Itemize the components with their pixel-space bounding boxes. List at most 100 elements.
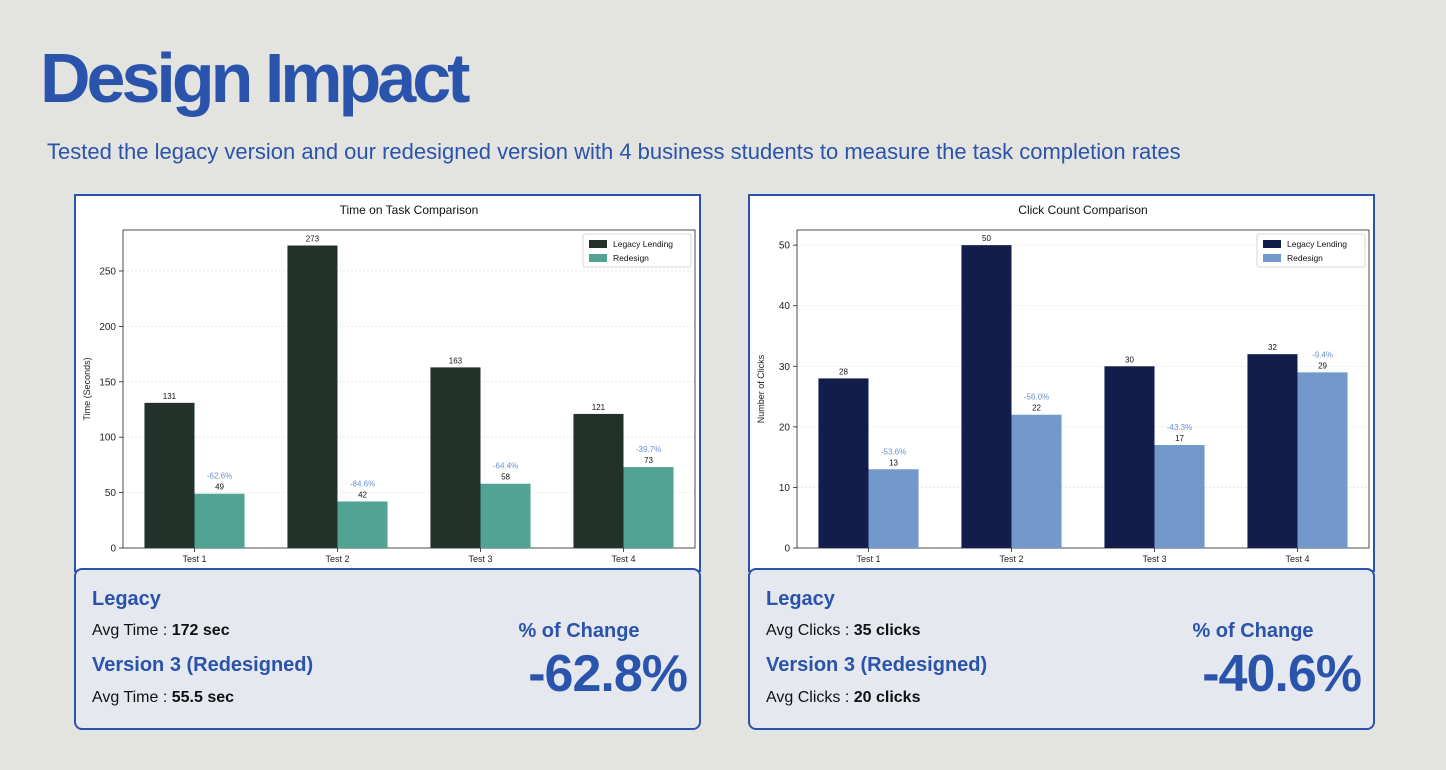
redesign-avg-line: Avg Clicks : 20 clicks — [766, 689, 920, 707]
bar-redesign — [480, 483, 531, 548]
bar-redesign — [1011, 414, 1062, 548]
time-on-task-panel: Time on Task Comparison 0 50 100 150 200 250 13… — [74, 194, 701, 730]
y-tick-label: 50 — [779, 241, 791, 252]
bar-value-label: 30 — [1125, 355, 1134, 364]
legend-box — [1256, 233, 1366, 268]
bar-redesign — [194, 493, 245, 548]
page-title: Design Impact — [40, 39, 470, 117]
bar-redesign — [868, 469, 919, 548]
bar-value-label: 17 — [1175, 434, 1184, 443]
bar-legacy — [430, 367, 481, 548]
x-tick-label: Test 2 — [325, 554, 349, 564]
click-stats-card: Legacy Avg Clicks : 35 clicks Version 3 … — [748, 568, 1375, 730]
bar-value-label: 22 — [1032, 404, 1041, 413]
change-label: % of Change — [518, 620, 640, 642]
change-percent-label: -43.3% — [1167, 423, 1192, 432]
bar-redesign — [1297, 372, 1348, 548]
x-tick-label: Test 1 — [856, 554, 880, 564]
legacy-avg-line: Avg Clicks : 35 clicks — [766, 622, 920, 640]
bar-value-label: 13 — [889, 458, 898, 467]
bar-value-label: 273 — [306, 235, 320, 244]
time-stats-card: Legacy Avg Time : 172 sec Version 3 (Red… — [74, 568, 701, 730]
chart-title: Time on Task Comparison — [340, 203, 479, 217]
legend-label: Legacy Lending — [613, 239, 673, 249]
bar-legacy — [573, 413, 624, 548]
x-tick-label: Test 3 — [1142, 554, 1166, 564]
chart-title: Click Count Comparison — [1018, 203, 1147, 217]
change-label: % of Change — [1192, 620, 1314, 642]
click-count-panel: Click Count Comparison 0 10 20 30 40 50 28 13 -53… — [748, 194, 1375, 730]
y-tick-label: 250 — [99, 266, 116, 277]
x-tick-label: Test 2 — [999, 554, 1023, 564]
legend-swatch — [1263, 240, 1281, 248]
legend-swatch — [1263, 254, 1281, 262]
bar-value-label: 42 — [358, 490, 367, 499]
y-tick-label: 0 — [110, 544, 116, 555]
y-tick-label: 150 — [99, 377, 116, 388]
bar-legacy — [144, 402, 195, 548]
bar-value-label: 58 — [501, 473, 510, 482]
redesign-avg-value: 55.5 sec — [171, 689, 235, 706]
bar-redesign — [337, 501, 388, 548]
bar-legacy — [287, 245, 338, 548]
y-tick-label: 30 — [779, 362, 791, 373]
y-tick-label: 100 — [99, 433, 116, 444]
redesign-heading: Version 3 (Redesigned) — [766, 654, 988, 676]
redesign-heading: Version 3 (Redesigned) — [92, 654, 314, 676]
legend-box — [582, 233, 692, 268]
time-on-task-chart-container: Time on Task Comparison 0 50 100 150 200 250 13… — [74, 194, 701, 572]
x-tick-label: Test 1 — [182, 554, 206, 564]
redesign-avg-label: Avg Clicks : — [766, 689, 850, 706]
y-tick-label: 40 — [779, 301, 791, 312]
change-value: -62.8% — [528, 645, 688, 703]
bar-redesign — [623, 467, 674, 548]
bar-legacy — [1104, 366, 1155, 548]
bar-value-label: 28 — [839, 367, 848, 376]
change-value: -40.6% — [1202, 645, 1362, 703]
plot-frame — [122, 229, 696, 549]
change-percent-label: -53.6% — [881, 447, 906, 456]
y-tick-label: 200 — [99, 322, 116, 333]
legend-swatch — [589, 254, 607, 262]
legend-label: Redesign — [1287, 253, 1323, 263]
bar-legacy — [818, 378, 869, 548]
x-tick-label: Test 3 — [468, 554, 492, 564]
legacy-heading: Legacy — [92, 588, 161, 610]
bar-value-label: 131 — [163, 392, 177, 401]
bar-value-label: 163 — [449, 356, 463, 365]
page-subtitle: Tested the legacy version and our redesi… — [47, 139, 1181, 164]
legend-swatch — [589, 240, 607, 248]
x-tick-label: Test 4 — [611, 554, 635, 564]
legacy-heading: Legacy — [766, 588, 835, 610]
legacy-avg-line: Avg Time : 172 sec — [92, 622, 230, 640]
bar-value-label: 73 — [644, 456, 653, 465]
change-percent-label: -64.4% — [493, 462, 518, 471]
bar-redesign — [1154, 445, 1205, 548]
y-tick-label: 50 — [105, 488, 117, 499]
legend-label: Redesign — [613, 253, 649, 263]
y-tick-label: 10 — [779, 483, 791, 494]
time-on-task-chart: Time on Task Comparison 0 50 100 150 200 250 13… — [82, 203, 696, 564]
redesign-avg-value: 20 clicks — [853, 689, 921, 706]
change-percent-label: -84.6% — [350, 479, 375, 488]
bar-value-label: 49 — [215, 483, 224, 492]
change-percent-label: -62.6% — [207, 472, 232, 481]
redesign-avg-label: Avg Time : — [92, 689, 168, 706]
legend-label: Legacy Lending — [1287, 239, 1347, 249]
click-count-chart: Click Count Comparison 0 10 20 30 40 50 28 13 -53… — [756, 203, 1370, 564]
y-axis-label: Time (Seconds) — [82, 357, 92, 420]
y-tick-label: 20 — [779, 422, 791, 433]
bar-value-label: 121 — [592, 403, 606, 412]
change-percent-label: -39.7% — [636, 445, 661, 454]
bar-legacy — [1247, 354, 1298, 548]
bar-value-label: 32 — [1268, 343, 1277, 352]
bar-legacy — [961, 245, 1012, 548]
click-count-chart-container: Click Count Comparison 0 10 20 30 40 50 28 13 -53… — [748, 194, 1375, 572]
x-tick-label: Test 4 — [1285, 554, 1309, 564]
legacy-avg-label: Avg Clicks : — [766, 622, 850, 639]
change-percent-label: -56.0% — [1024, 393, 1049, 402]
y-tick-label: 0 — [784, 544, 790, 555]
redesign-avg-line: Avg Time : 55.5 sec — [92, 689, 234, 707]
bar-value-label: 50 — [982, 234, 991, 243]
legacy-avg-value: 35 clicks — [853, 622, 921, 639]
